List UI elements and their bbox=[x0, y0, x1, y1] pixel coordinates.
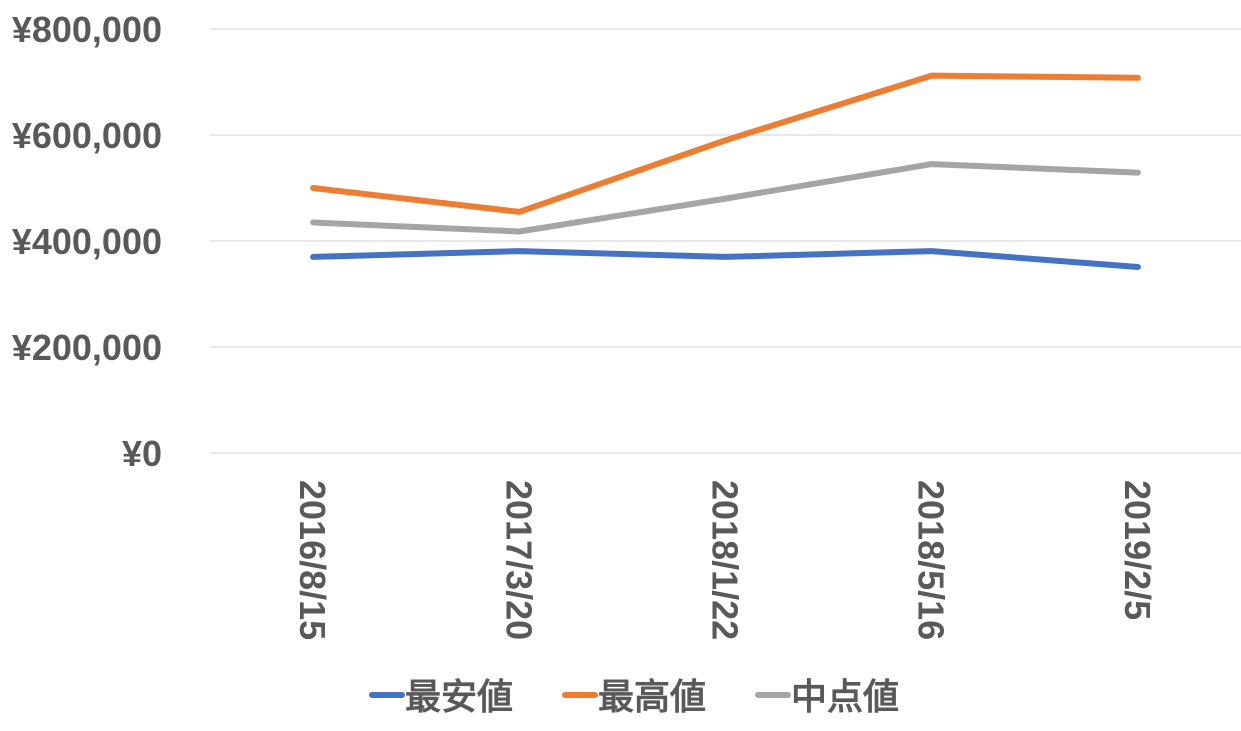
x-tick-label: 2017/3/20 bbox=[498, 480, 539, 640]
legend-label: 中点値 bbox=[791, 677, 899, 718]
x-tick-label: 2018/1/22 bbox=[705, 480, 746, 640]
x-axis-tick-labels: 2016/8/15 2017/3/20 2018/1/22 2018/5/16 2019… bbox=[292, 480, 1158, 640]
legend-label: 最安値 bbox=[405, 677, 513, 718]
x-tick-label: 2016/8/15 bbox=[292, 480, 333, 640]
series-lines bbox=[310, 72, 1141, 270]
y-tick-label: ¥200,000 bbox=[12, 327, 162, 368]
gridlines bbox=[210, 28, 1241, 454]
series-line-1 bbox=[310, 248, 1141, 270]
x-tick-label: 2018/5/16 bbox=[911, 480, 952, 640]
series-line-2 bbox=[310, 72, 1141, 215]
series-line-3 bbox=[310, 161, 1141, 235]
y-tick-label: ¥400,000 bbox=[12, 221, 162, 262]
legend: 最安値 最高値 中点値 bbox=[369, 677, 899, 718]
legend-label: 最高値 bbox=[598, 677, 706, 718]
y-axis-tick-labels: ¥0 ¥200,000 ¥400,000 ¥600,000 ¥800,000 bbox=[12, 9, 162, 474]
y-tick-label: ¥800,000 bbox=[12, 9, 162, 50]
y-tick-label: ¥600,000 bbox=[12, 115, 162, 156]
y-tick-label: ¥0 bbox=[122, 433, 162, 474]
x-tick-label: 2019/2/5 bbox=[1117, 480, 1158, 620]
